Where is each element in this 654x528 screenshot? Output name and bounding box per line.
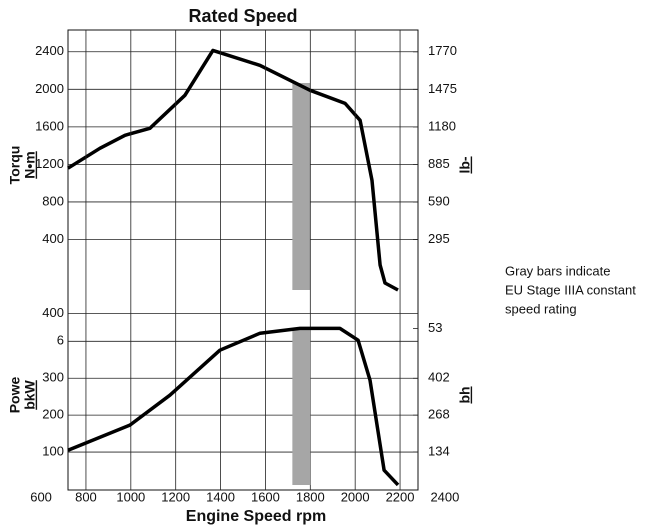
x-tick-label: 2000 bbox=[341, 489, 370, 504]
y2-tick-label: 1475 bbox=[428, 81, 457, 96]
x-axis-title: Engine Speed rpm bbox=[186, 508, 326, 525]
y-tick-label: 1200 bbox=[35, 156, 64, 171]
rating-band bbox=[292, 83, 311, 290]
annotation: speed rating bbox=[505, 301, 577, 316]
plot-frame bbox=[67, 29, 419, 491]
y-tick-label: 1600 bbox=[35, 118, 64, 133]
y-tick-label: 6 bbox=[57, 333, 64, 348]
x-tick-label: 600 bbox=[30, 489, 52, 504]
x-tick-label: 1000 bbox=[116, 489, 145, 504]
y-axis-unit: bkW bbox=[22, 379, 38, 409]
y2-tick-label: 402 bbox=[428, 370, 450, 385]
y2-tick-label: 295 bbox=[428, 231, 450, 246]
annotation: Gray bars indicate bbox=[505, 263, 611, 278]
annotation: EU Stage IIIA constant bbox=[505, 282, 636, 297]
y2-tick-label: 590 bbox=[428, 193, 450, 208]
x-tick-label: 800 bbox=[75, 489, 97, 504]
y2-tick-label: 134 bbox=[428, 444, 450, 459]
y-tick-label: 300 bbox=[42, 370, 64, 385]
y-axis-unit: N•m bbox=[22, 151, 38, 178]
y-tick-label: 400 bbox=[42, 305, 64, 320]
y2-tick-label: 1770 bbox=[428, 43, 457, 58]
x-tick-label: 2400 bbox=[430, 489, 459, 504]
y-axis-title: Torqu bbox=[7, 146, 23, 185]
x-tick-label: 1800 bbox=[296, 489, 325, 504]
y-axis-title: Powe bbox=[7, 377, 23, 414]
y2-axis-title: bh bbox=[457, 386, 473, 403]
curve bbox=[67, 326, 400, 487]
y2-tick-label: 53 bbox=[428, 320, 442, 335]
y2-tick-label: 885 bbox=[428, 156, 450, 171]
y-tick-label: 2000 bbox=[35, 81, 64, 96]
y-tick-label: 2400 bbox=[35, 43, 64, 58]
curve bbox=[67, 48, 399, 292]
y-tick-label: 400 bbox=[42, 231, 64, 246]
y2-axis-title: lb- bbox=[457, 156, 473, 173]
y2-tick-label: 1180 bbox=[428, 118, 456, 133]
y-tick-label: 100 bbox=[42, 444, 64, 459]
y2-tick-label: 268 bbox=[428, 407, 450, 422]
x-tick-label: 1400 bbox=[206, 489, 235, 504]
x-tick-label: 1600 bbox=[251, 489, 280, 504]
y-tick-label: 800 bbox=[42, 193, 64, 208]
rating-band bbox=[292, 328, 311, 485]
chart-title: Rated Speed bbox=[188, 6, 297, 26]
y-tick-label: 200 bbox=[42, 407, 64, 422]
x-tick-label: 1200 bbox=[161, 489, 190, 504]
x-tick-label: 2200 bbox=[386, 489, 415, 504]
